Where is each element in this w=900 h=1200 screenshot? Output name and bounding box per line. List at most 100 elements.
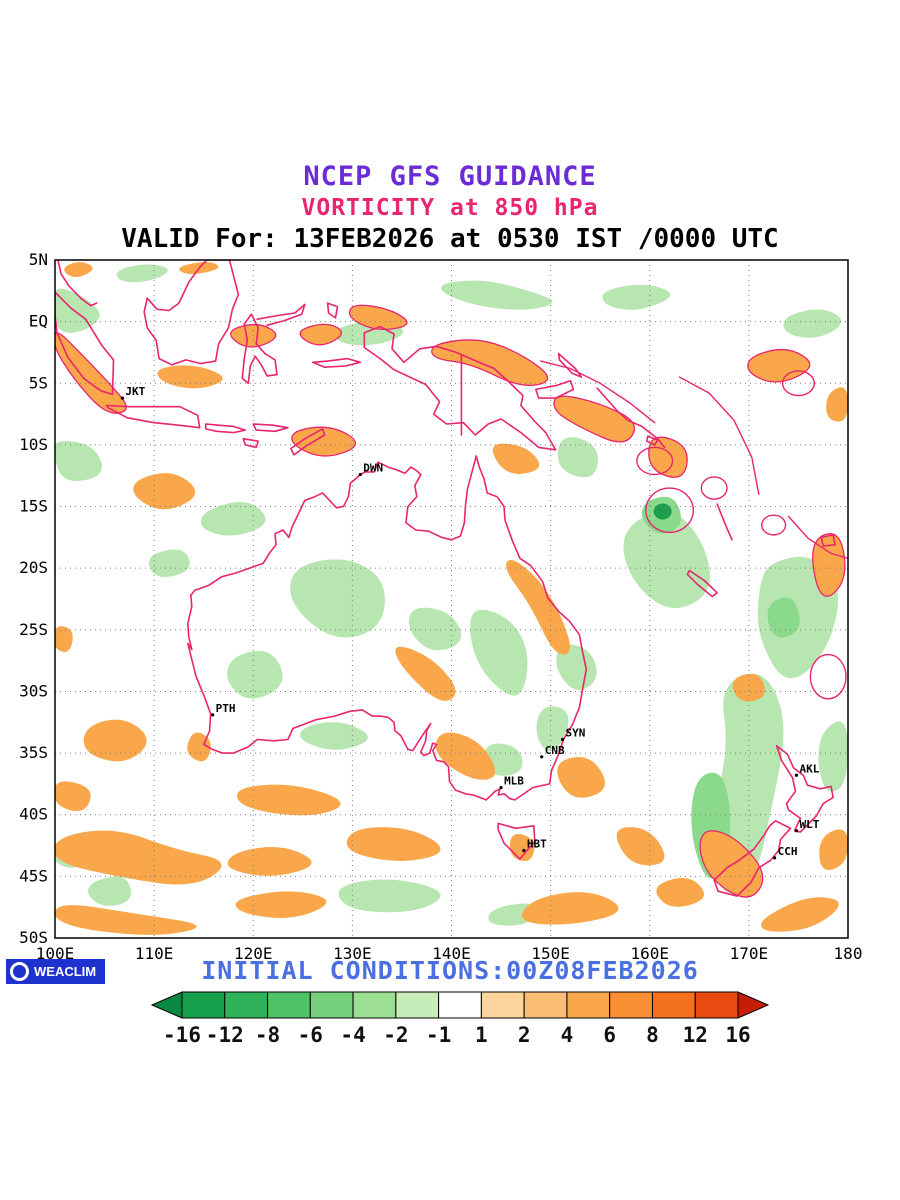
lon-tick-label: 120E: [234, 944, 273, 963]
vorticity-contour: [540, 360, 656, 424]
coastline: [290, 428, 326, 456]
coastline: [105, 404, 201, 429]
lon-tick-label: 180: [834, 944, 863, 963]
colorbar-arrow-left: [150, 991, 183, 1019]
vorticity-shade-orange: [826, 387, 848, 422]
colorbar-tick-label: 1: [475, 1023, 488, 1047]
colorbar-tick-label: -16: [163, 1023, 201, 1047]
colorbar-segment: [438, 991, 482, 1019]
coastline: [497, 822, 536, 860]
coastline: [775, 744, 834, 833]
colorbar-tick-label: -2: [383, 1023, 408, 1047]
city-marker: [499, 786, 503, 790]
vorticity-shade-green: [470, 609, 528, 696]
vorticity-shade-orange: [236, 784, 341, 816]
vorticity-shade-orange: [187, 732, 211, 762]
vorticity-shade-orange: [656, 878, 705, 907]
city-label: SYN: [566, 727, 586, 740]
vorticity-shade-orange: [553, 395, 636, 443]
colorbar: -16 -12 -8 -6 -4 -2 -1 1 2 4 6 8 12 16: [150, 991, 770, 1047]
lon-tick-label: 100E: [36, 944, 75, 963]
coastline: [557, 352, 583, 378]
vorticity-shade-orange: [55, 905, 197, 935]
vorticity-shade-orange: [699, 830, 764, 898]
vorticity-shade-orange: [83, 719, 147, 762]
vorticity-shade-orange: [346, 827, 441, 861]
colorbar-segment: [181, 991, 226, 1019]
colorbar-tick-label: -4: [340, 1023, 365, 1047]
vorticity-shade-green: [623, 511, 711, 609]
title-block: NCEP GFS GUIDANCE VORTICITY at 850 hPa V…: [0, 160, 900, 256]
coastline: [242, 437, 259, 449]
vorticity-shade-orange: [648, 436, 688, 478]
vorticity-contour: [678, 376, 760, 495]
vorticity-shade-green: [408, 607, 462, 651]
vorticity-shade-orange: [55, 332, 127, 414]
vorticity-shade-orange: [521, 892, 619, 925]
vorticity-shade-orange: [557, 756, 605, 798]
coastline: [187, 455, 588, 801]
colorbar-segment: [651, 991, 696, 1019]
colorbar-tick-label: -6: [298, 1023, 323, 1047]
colorbar-tick-label: 4: [561, 1023, 574, 1047]
city-label: JKT: [125, 385, 145, 398]
coastline: [820, 534, 836, 547]
colorbar-tick-label: 12: [683, 1023, 708, 1047]
vorticity-shade-orange: [732, 673, 765, 702]
lon-tick-label: 170E: [730, 944, 769, 963]
lat-tick-label: 20S: [19, 558, 48, 577]
coastline: [311, 357, 362, 368]
vorticity-shade-green: [818, 721, 848, 792]
city-marker: [794, 829, 799, 833]
coastline: [55, 291, 115, 396]
coastline: [204, 423, 247, 434]
lon-tick-label: 110E: [135, 944, 174, 963]
vorticity-contour: [781, 370, 815, 397]
colorbar-segment: [609, 991, 653, 1019]
vorticity-shade-green: [200, 502, 266, 536]
coastline: [596, 387, 666, 449]
vorticity-shade-green: [55, 441, 102, 482]
city-label: DWN: [363, 461, 383, 474]
city-marker: [560, 737, 565, 742]
city-label: PTH: [216, 702, 236, 715]
colorbar-tick-label: -12: [206, 1023, 244, 1047]
lat-tick-label: 50S: [19, 928, 48, 947]
vorticity-shade-orange: [395, 646, 456, 701]
model-title: NCEP GFS GUIDANCE: [303, 161, 597, 192]
vorticity-shade-orange: [492, 443, 540, 474]
vorticity-shade-orange: [812, 533, 846, 597]
vorticity-shade-green: [536, 706, 569, 751]
vorticity-shade-orange: [235, 891, 327, 919]
city-marker: [211, 713, 215, 717]
field-title: VORTICITY at 850 hPa: [301, 195, 599, 221]
city-marker: [522, 848, 526, 853]
colorbar-segment: [566, 991, 611, 1019]
city-label: AKL: [799, 762, 819, 775]
vorticity-shade-green: [440, 280, 553, 310]
coastline: [256, 303, 306, 327]
coastline: [716, 503, 733, 541]
colorbar-segment: [694, 991, 739, 1019]
coastlines: [55, 260, 848, 897]
vorticity-shade-orange: [761, 897, 839, 932]
colorbar-tick-label: -8: [255, 1023, 280, 1047]
vorticity-shade-green: [290, 559, 385, 638]
colorbar-segment: [480, 991, 525, 1019]
vorticity-shade-orange: [299, 323, 343, 346]
vorticity-shade-green: [148, 549, 190, 577]
vorticity-shade-orange: [291, 426, 356, 457]
vorticity-shade-orange: [55, 781, 91, 812]
vorticity-shade-green: [55, 288, 100, 333]
vorticity-contour: [700, 476, 728, 500]
vorticity-shade-green: [783, 309, 842, 338]
vorticity-shade-orange: [435, 732, 496, 780]
coastline: [241, 313, 278, 385]
colorbar-segment: [309, 991, 354, 1019]
vorticity-shade-orange: [506, 559, 570, 655]
city-label: CCH: [778, 845, 798, 858]
map-frame: [54, 259, 849, 939]
